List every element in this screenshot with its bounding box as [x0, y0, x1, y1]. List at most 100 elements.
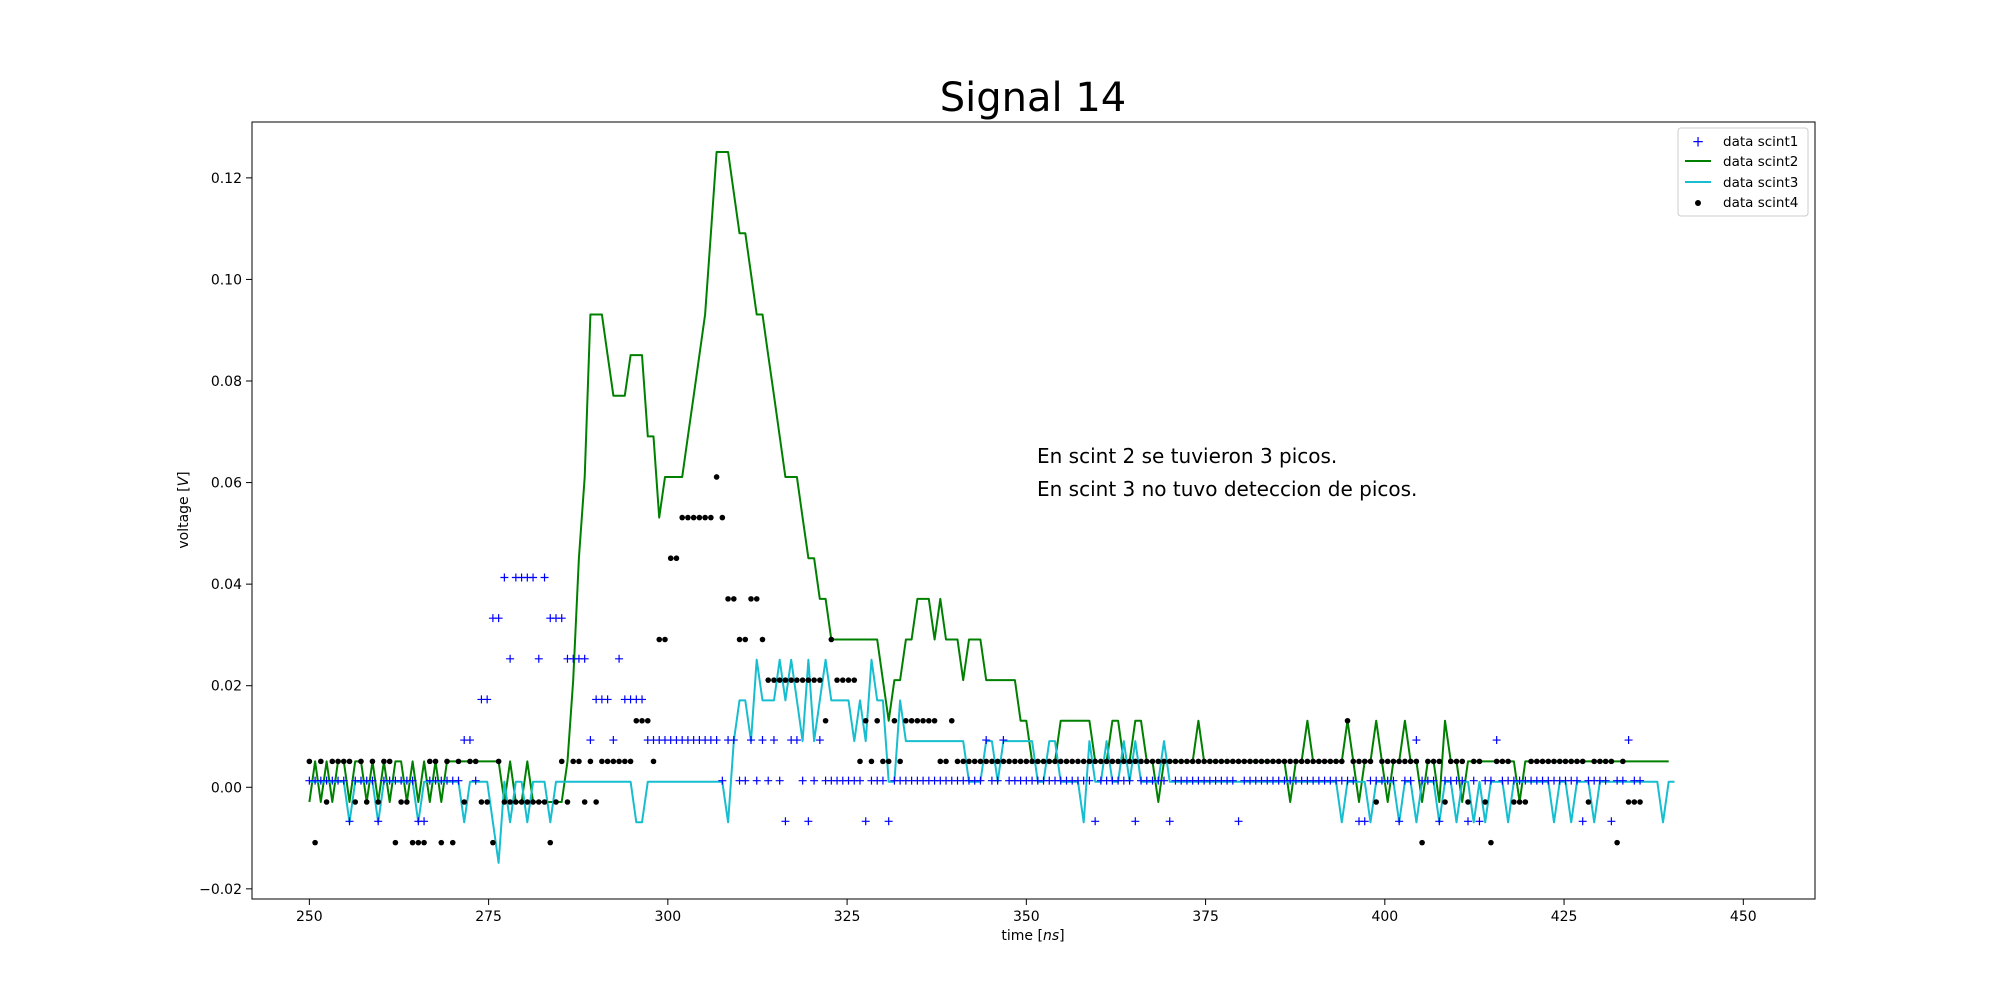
- point-data-scint4: [926, 717, 932, 724]
- point-data-scint4: [467, 758, 473, 765]
- point-data-scint4: [748, 596, 754, 602]
- point-data-scint4: [524, 799, 531, 805]
- point-data-scint4: [501, 799, 508, 805]
- point-data-scint4: [690, 514, 697, 521]
- x-tick-label: 350: [1013, 909, 1040, 925]
- point-data-scint4: [392, 839, 399, 846]
- point-data-scint4: [1493, 758, 1500, 765]
- point-data-scint4: [1453, 758, 1460, 765]
- point-data-scint1: [580, 654, 589, 663]
- point-data-scint4: [1470, 758, 1477, 765]
- plot-frame: [251, 121, 1816, 900]
- point-data-scint4: [323, 799, 330, 805]
- y-tick-label: 0.06: [211, 476, 242, 492]
- point-data-scint4: [1184, 758, 1190, 765]
- point-data-scint1: [1458, 776, 1467, 785]
- point-data-scint4: [564, 799, 571, 805]
- point-data-scint1: [454, 776, 463, 785]
- point-data-scint4: [581, 799, 588, 805]
- point-data-scint1: [1234, 817, 1243, 826]
- point-data-scint4: [1522, 799, 1529, 805]
- point-data-scint4: [702, 514, 708, 521]
- point-data-scint4: [599, 758, 605, 765]
- point-data-scint4: [1608, 758, 1615, 765]
- point-data-scint1: [500, 573, 509, 582]
- point-data-scint1: [1618, 776, 1627, 785]
- point-data-scint4: [708, 514, 714, 521]
- point-data-scint4: [1103, 758, 1110, 765]
- point-data-scint1: [609, 736, 618, 745]
- point-data-scint4: [1367, 758, 1374, 765]
- point-data-scint1: [374, 817, 383, 826]
- point-data-scint4: [971, 758, 978, 765]
- point-data-scint4: [731, 596, 737, 602]
- point-data-scint4: [346, 758, 353, 765]
- point-data-scint1: [339, 776, 348, 785]
- point-data-scint4: [1327, 758, 1334, 765]
- point-data-scint4: [862, 717, 869, 724]
- point-data-scint4: [627, 758, 634, 765]
- point-data-scint4: [1201, 758, 1207, 765]
- point-data-scint4: [363, 799, 370, 805]
- point-data-scint1: [884, 817, 893, 826]
- point-data-scint4: [507, 799, 513, 805]
- point-data-scint1: [1389, 776, 1398, 785]
- point-data-scint1: [1463, 817, 1472, 826]
- point-data-scint4: [685, 514, 691, 521]
- y-tick-label: 0.10: [211, 272, 242, 288]
- point-data-scint1: [345, 817, 354, 826]
- point-data-scint4: [593, 799, 599, 805]
- point-data-scint4: [329, 758, 336, 765]
- point-data-scint4: [1413, 758, 1420, 765]
- x-tick-label: 375: [1192, 909, 1219, 925]
- point-data-scint1: [878, 776, 887, 785]
- point-data-scint4: [490, 839, 496, 846]
- point-data-scint4: [1224, 758, 1230, 765]
- point-data-scint4: [1155, 758, 1162, 765]
- point-data-scint4: [1143, 758, 1150, 765]
- point-data-scint1: [982, 736, 991, 745]
- point-data-scint1: [861, 817, 870, 826]
- point-data-scint4: [943, 758, 949, 765]
- point-data-scint1: [1125, 776, 1134, 785]
- point-data-scint4: [1574, 758, 1580, 765]
- point-data-scint4: [1402, 758, 1408, 765]
- point-data-scint4: [1579, 758, 1586, 765]
- x-axis-ticks: 250 275 300 325 350 375 400 425 450: [296, 899, 1757, 925]
- point-data-scint1: [1492, 736, 1501, 745]
- point-data-scint4: [794, 677, 800, 683]
- point-data-scint4: [1235, 758, 1242, 765]
- point-data-scint4: [386, 758, 393, 765]
- point-data-scint4: [1419, 839, 1425, 846]
- legend-box: [1677, 127, 1809, 217]
- point-data-scint1: [1349, 776, 1358, 785]
- point-data-scint4: [449, 839, 456, 846]
- point-data-scint4: [1568, 758, 1575, 765]
- point-data-scint4: [736, 636, 743, 643]
- point-data-scint4: [1356, 758, 1362, 765]
- point-data-scint4: [352, 799, 359, 805]
- series-line-data-scint2: [308, 151, 1669, 803]
- point-data-scint4: [1252, 758, 1259, 765]
- point-data-scint4: [656, 636, 663, 643]
- point-data-scint1: [557, 614, 566, 623]
- point-data-scint4: [857, 758, 863, 765]
- point-data-scint4: [409, 839, 416, 846]
- point-data-scint1: [976, 776, 985, 785]
- point-data-scint4: [1046, 758, 1053, 765]
- point-data-scint4: [1017, 758, 1024, 765]
- point-data-scint4: [530, 799, 536, 805]
- point-data-scint4: [1505, 758, 1511, 765]
- point-data-scint4: [914, 717, 921, 724]
- point-data-scint4: [1602, 758, 1609, 765]
- point-data-scint4: [461, 799, 468, 805]
- point-data-scint4: [1425, 758, 1431, 765]
- point-data-scint4: [1465, 799, 1471, 805]
- point-data-scint4: [1115, 758, 1121, 765]
- point-data-scint4: [725, 596, 731, 602]
- point-data-scint4: [1040, 758, 1047, 765]
- point-data-scint1: [1360, 817, 1369, 826]
- point-data-scint4: [1534, 758, 1540, 765]
- point-data-scint4: [937, 758, 944, 765]
- point-data-scint4: [1447, 758, 1454, 765]
